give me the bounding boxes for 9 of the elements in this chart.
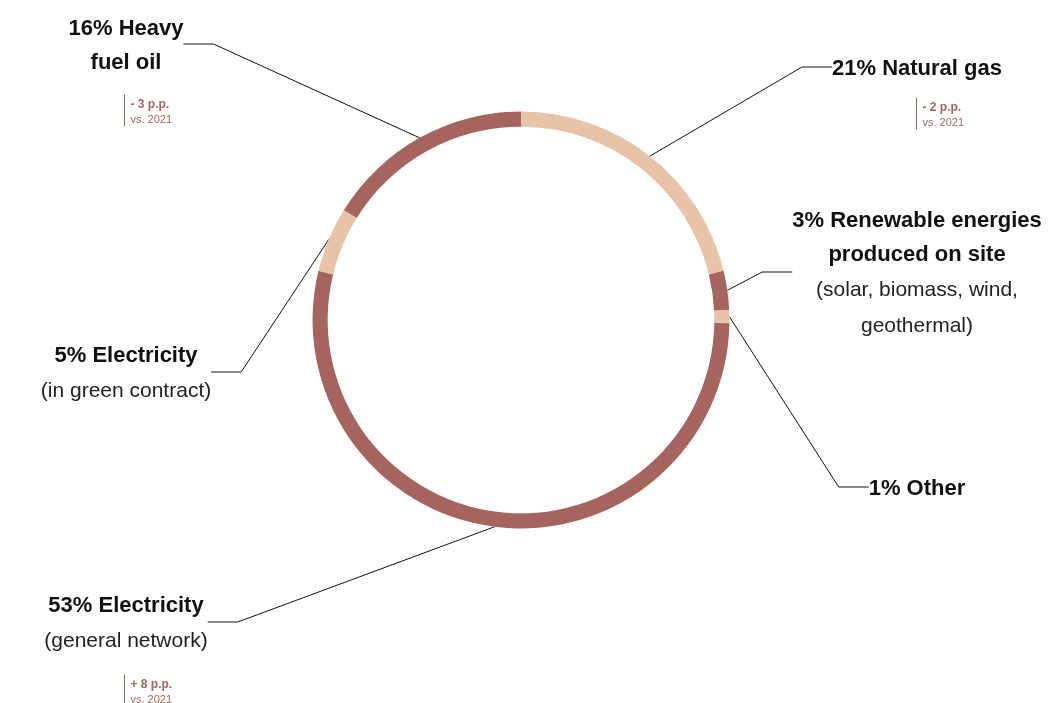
slice-label: 53% Electricity (general network) — [44, 591, 208, 651]
text: - 3 p.p. vs. 2021 — [130, 97, 173, 125]
slice-label: 3% Renewable energies produced on site (solar, biomass, wind, geothermal) — [792, 206, 1042, 336]
slice-label: 1% Other — [868, 474, 966, 500]
text: + 8 p.p. vs. 2021 — [130, 677, 173, 703]
slice-label: 21% Natural gas — [832, 54, 1002, 80]
slice-label: 5% Electricity (in green contract) — [40, 341, 212, 401]
slice-label: 16% Heavy fuel oil — [68, 14, 185, 74]
text: - 2 p.p. vs. 2021 — [922, 100, 965, 128]
